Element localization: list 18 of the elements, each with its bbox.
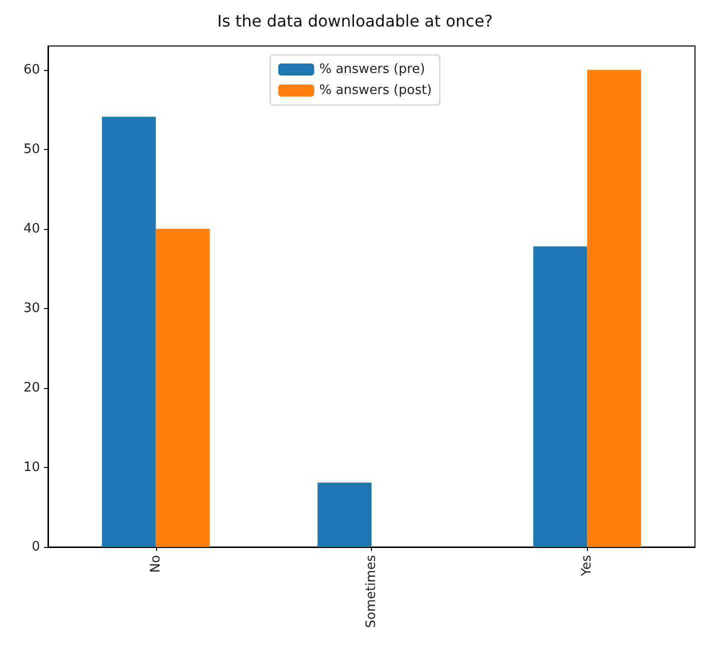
bar: [102, 116, 156, 547]
legend-label: % answers (post): [319, 83, 432, 98]
y-tick-label: 20: [23, 380, 40, 396]
y-tick-label: 50: [23, 142, 40, 157]
y-tick-label: 40: [23, 221, 40, 236]
y-tick-label: 0: [32, 540, 40, 554]
bar: [587, 70, 642, 547]
legend-label: % answers (pre): [319, 62, 426, 77]
bar: [533, 246, 588, 547]
bar: [156, 228, 210, 547]
y-tick-label: 30: [23, 300, 40, 316]
bar: [318, 482, 372, 547]
y-tick-label: 10: [23, 460, 40, 475]
x-tick-label: No: [148, 554, 164, 573]
x-tick-label: Yes: [580, 554, 595, 577]
x-tick-label: Sometimes: [364, 554, 379, 628]
y-tick-label: 60: [23, 62, 40, 78]
chart-title: Is the data downloadable at once?: [217, 12, 493, 30]
